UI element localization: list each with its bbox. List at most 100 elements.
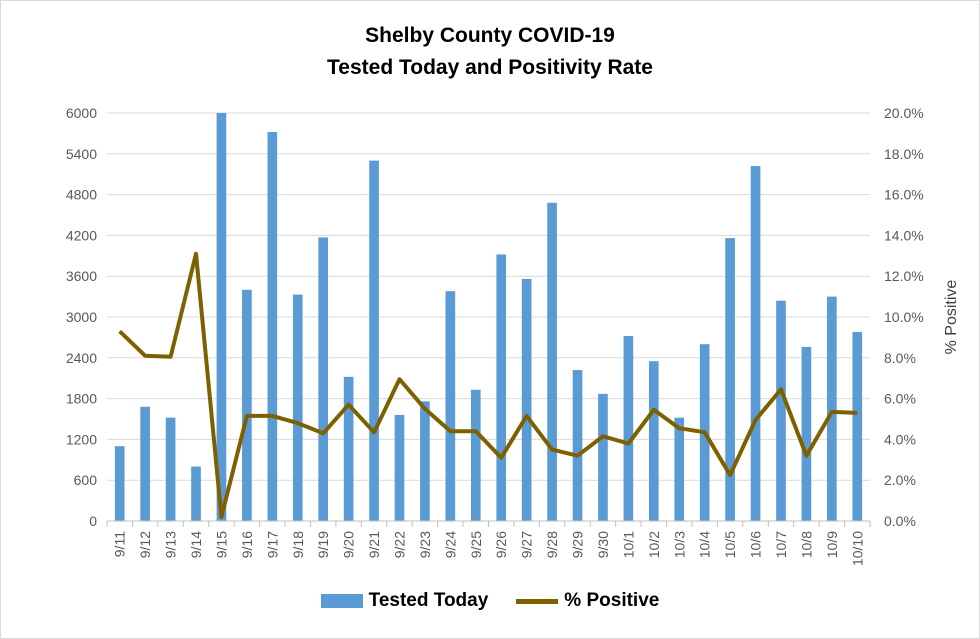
x-tick-label: 9/16 — [239, 531, 255, 558]
bar — [292, 294, 303, 521]
x-tick-label: 9/13 — [163, 531, 179, 558]
bar — [547, 202, 557, 521]
x-tick-label: 9/27 — [519, 531, 535, 558]
bar — [776, 300, 786, 521]
legend-label-percent-positive: % Positive — [564, 590, 660, 611]
x-tick-label: 10/9 — [824, 531, 840, 558]
x-tick-label: 9/28 — [544, 531, 560, 558]
x-tick-label: 10/2 — [646, 531, 662, 558]
right-tick-label: 14.0% — [884, 227, 924, 243]
right-tick-label: 12.0% — [884, 268, 924, 284]
legend-item-percent-positive: % Positive — [516, 590, 659, 612]
bar — [267, 132, 278, 522]
bar — [420, 401, 430, 521]
x-tick-label: 9/20 — [341, 531, 357, 558]
right-tick-label: 2.0% — [884, 472, 916, 488]
left-tick-label: 3000 — [66, 309, 97, 325]
legend-swatch-line — [516, 598, 559, 604]
x-tick-label: 10/1 — [620, 531, 636, 558]
bar — [343, 376, 354, 521]
x-tick-label: 9/30 — [595, 531, 611, 558]
legend-label-tested-today: Tested Today — [368, 590, 489, 611]
bar — [140, 406, 150, 521]
left-tick-label: 1200 — [66, 431, 97, 447]
bar — [165, 417, 176, 521]
bar — [623, 336, 634, 521]
bar — [216, 113, 227, 521]
bar — [801, 346, 812, 521]
bar — [852, 331, 863, 521]
right-axis-tick-labels: 0.0% 2.0% 4.0% 6.0% 8.0% 10.0% 12.0% 14.0% 16.0%… — [884, 105, 924, 529]
bar — [114, 446, 125, 521]
x-tick-label: 9/14 — [188, 531, 204, 558]
x-tick-label: 9/25 — [468, 531, 484, 558]
x-tick-label: 9/21 — [366, 531, 382, 558]
left-tick-label: 2400 — [66, 350, 97, 366]
bar — [318, 237, 329, 521]
x-tick-label: 9/29 — [570, 531, 586, 558]
left-tick-label: 6000 — [66, 105, 97, 121]
x-tick-label: 9/11 — [112, 531, 128, 557]
x-tick-label: 10/3 — [671, 531, 687, 558]
left-tick-label: 4200 — [66, 227, 97, 243]
bar — [572, 370, 583, 521]
bar — [521, 278, 532, 521]
legend-item-tested-today: Tested Today — [320, 590, 489, 612]
right-tick-label: 18.0% — [884, 146, 924, 162]
x-tick-label: 10/5 — [722, 531, 738, 558]
bar-series-tested-today — [114, 113, 863, 522]
x-tick-label: 10/7 — [773, 531, 789, 558]
x-tick-label: 9/12 — [137, 531, 153, 558]
right-tick-label: 10.0% — [884, 309, 924, 325]
legend-swatch-bar — [320, 594, 363, 608]
x-tick-label: 9/17 — [264, 531, 280, 558]
bar — [827, 296, 837, 521]
gridlines — [107, 112, 870, 481]
left-tick-label: 3600 — [66, 268, 97, 284]
right-tick-label: 0.0% — [884, 513, 916, 529]
chart-title-line-2: Tested Today and Positivity Rate — [327, 56, 653, 79]
x-tick-label: 10/8 — [798, 531, 814, 558]
bar — [725, 238, 735, 521]
x-tick-label: 9/26 — [493, 531, 509, 558]
x-tick-label: 9/23 — [417, 531, 433, 558]
right-tick-label: 6.0% — [884, 391, 916, 407]
bar — [750, 166, 761, 522]
bar — [470, 389, 481, 521]
x-tick-label: 9/15 — [213, 531, 229, 558]
bar — [496, 254, 507, 521]
x-tick-label: 9/22 — [391, 531, 407, 558]
x-tick-label: 10/10 — [849, 531, 865, 566]
series-line — [118, 251, 858, 519]
x-tick-label: 9/19 — [315, 531, 331, 558]
bar — [598, 393, 608, 521]
left-axis-tick-labels: 0 600 1200 1800 2400 3000 3600 4200 4800 5400 6000 — [66, 105, 97, 529]
right-tick-label: 20.0% — [884, 105, 924, 121]
right-tick-label: 16.0% — [884, 187, 924, 203]
x-tick-label: 10/6 — [748, 531, 764, 558]
x-tick-label: 9/18 — [290, 531, 306, 558]
x-axis-tick-labels: 9/11 9/12 9/13 9/14 9/15 9/16 9/17 9/18 9/19 9/20… — [112, 531, 866, 566]
right-tick-label: 4.0% — [884, 431, 916, 447]
bar — [648, 361, 659, 521]
bar — [242, 289, 252, 521]
right-tick-label: 8.0% — [884, 350, 916, 366]
left-tick-label: 600 — [74, 472, 98, 488]
right-axis-title: % Positive — [943, 280, 960, 355]
left-tick-label: 4800 — [66, 187, 97, 203]
chart-title: Shelby County COVID-19 Tested Today and … — [0, 20, 980, 84]
bar — [394, 414, 405, 521]
x-tick-label: 9/24 — [442, 531, 458, 558]
x-tick-label: 10/4 — [697, 531, 713, 558]
bar — [191, 466, 201, 521]
bar — [369, 160, 379, 521]
axes — [106, 520, 871, 527]
bar — [445, 291, 456, 521]
line-series-percent-positive — [118, 251, 858, 519]
bar — [674, 417, 685, 521]
left-tick-label: 0 — [89, 513, 97, 529]
chart-title-line-1: Shelby County COVID-19 — [365, 24, 615, 47]
left-tick-label: 1800 — [66, 391, 97, 407]
